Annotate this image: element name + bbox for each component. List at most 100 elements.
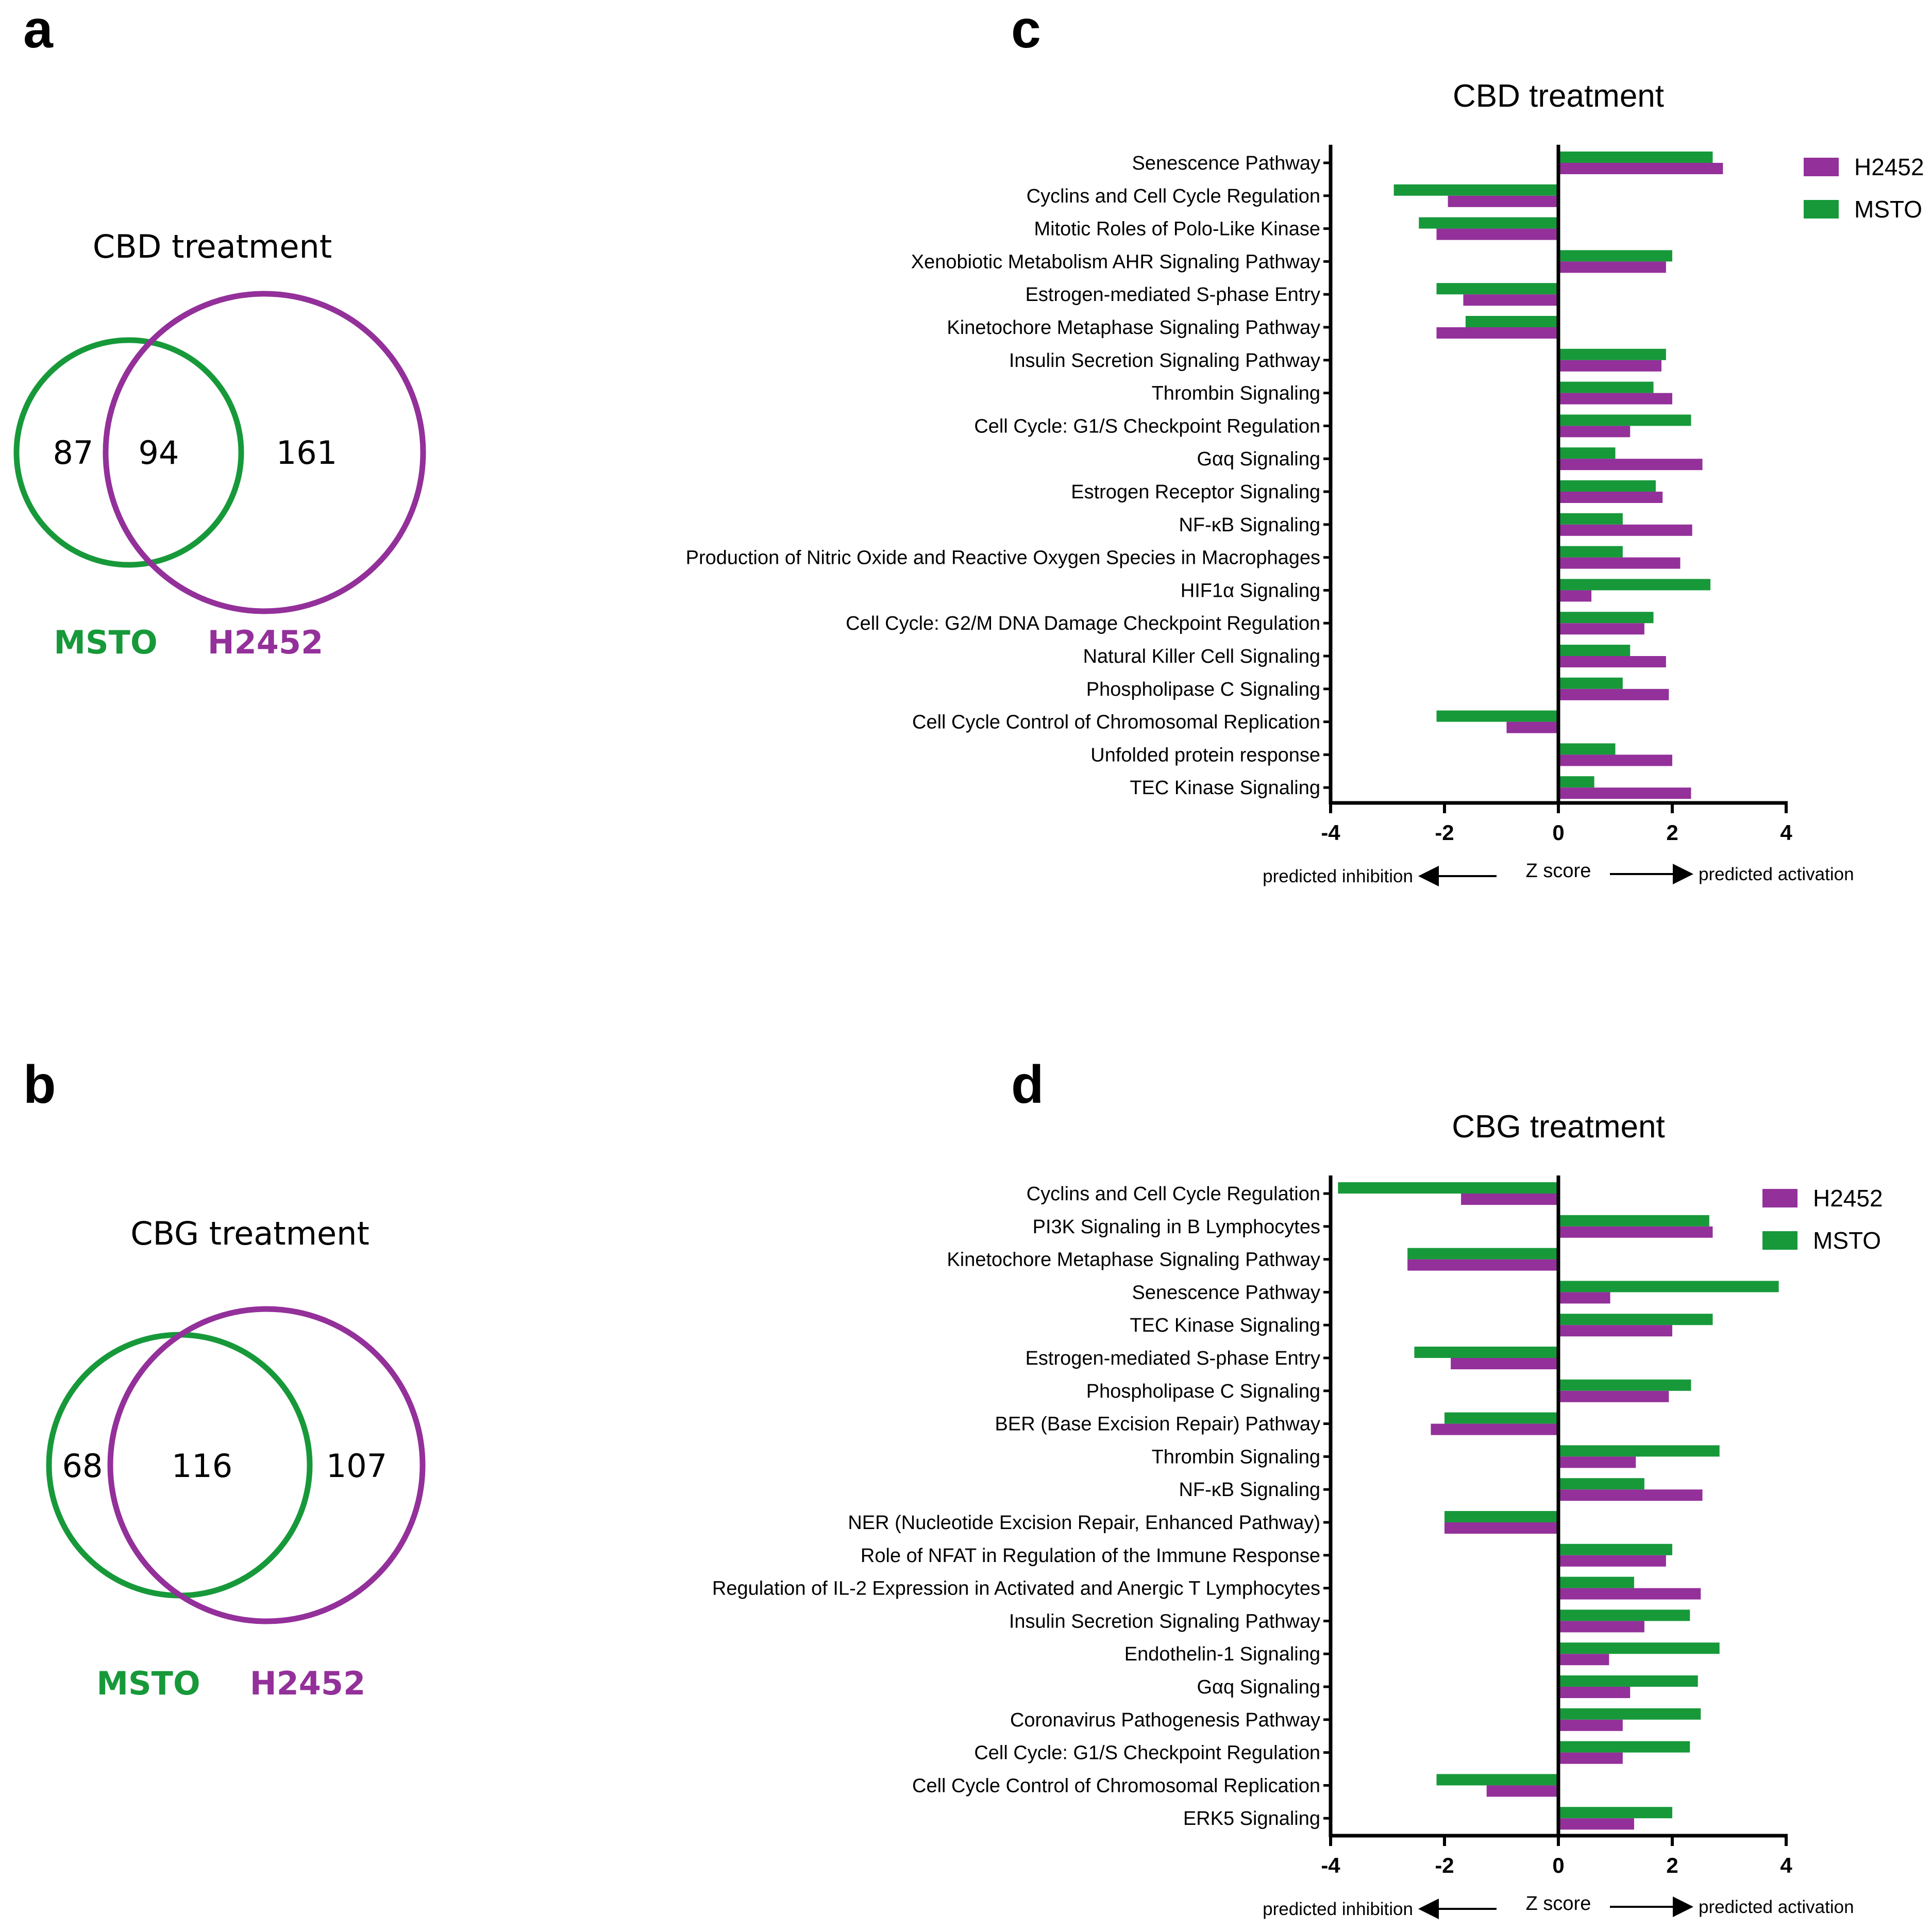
- inhibition-note: predicted inhibition: [1263, 866, 1413, 886]
- category-label: PI3K Signaling in B Lymphocytes: [1033, 1216, 1320, 1238]
- category-label: Mitotic Roles of Polo-Like Kinase: [1034, 219, 1320, 240]
- bar-h2452: [1558, 557, 1681, 569]
- bar-msto: [1558, 513, 1623, 525]
- bar-msto: [1444, 1412, 1558, 1424]
- category-label: Senescence Pathway: [1132, 153, 1320, 174]
- category-label: Endothelin-1 Signaling: [1124, 1643, 1320, 1665]
- bar-h2452: [1486, 1785, 1558, 1797]
- category-label: Cyclins and Cell Cycle Regulation: [1027, 186, 1320, 207]
- bar-msto: [1465, 316, 1558, 327]
- venn-label-h2452: H2452: [250, 1665, 365, 1702]
- bar-h2452: [1444, 1522, 1558, 1534]
- inhibition-note: predicted inhibition: [1263, 1899, 1413, 1919]
- venn-label-msto: MSTO: [96, 1665, 200, 1702]
- bar-h2452: [1436, 327, 1558, 339]
- bar-msto: [1558, 480, 1656, 492]
- legend-label-h2452: H2452: [1813, 1185, 1883, 1212]
- bar-msto: [1558, 1576, 1634, 1588]
- category-label: Production of Nitric Oxide and Reactive …: [686, 547, 1320, 569]
- bar-h2452: [1558, 590, 1592, 602]
- venn-label-msto: MSTO: [54, 624, 157, 661]
- category-label: Thrombin Signaling: [1152, 383, 1320, 405]
- category-label: TEC Kinase Signaling: [1130, 777, 1320, 799]
- bar-msto: [1558, 1708, 1701, 1720]
- category-label: ERK5 Signaling: [1183, 1808, 1320, 1830]
- panel-letter-a: a: [23, 0, 54, 59]
- bar-h2452: [1451, 1358, 1558, 1369]
- category-label: Cell Cycle: G2/M DNA Damage Checkpoint R…: [846, 613, 1320, 634]
- bar-h2452: [1558, 623, 1644, 635]
- bar-msto: [1558, 579, 1711, 591]
- bar-msto: [1436, 283, 1558, 295]
- venn-count-overlap: 116: [172, 1447, 232, 1485]
- bar-msto: [1558, 776, 1594, 788]
- bar-msto: [1436, 710, 1558, 722]
- category-label: Cyclins and Cell Cycle Regulation: [1027, 1183, 1320, 1205]
- legend-swatch-h2452: [1804, 158, 1839, 176]
- bar-h2452: [1558, 1555, 1666, 1567]
- category-label: Estrogen Receptor Signaling: [1071, 481, 1320, 503]
- bar-msto: [1558, 152, 1713, 163]
- x-tick-label: 2: [1666, 820, 1678, 845]
- venn-diagram-cbg: CBG treatment 68 116 107 MSTO H2452: [46, 1215, 426, 1702]
- category-label: Kinetochore Metaphase Signaling Pathway: [947, 317, 1320, 339]
- bar-h2452: [1558, 261, 1666, 273]
- bar-msto: [1558, 1445, 1720, 1457]
- x-axis-title: Z score: [1526, 1893, 1591, 1915]
- bar-msto: [1558, 645, 1631, 656]
- category-label: Xenobiotic Metabolism AHR Signaling Path…: [911, 251, 1320, 273]
- bar-msto: [1436, 1774, 1558, 1786]
- category-label: Cell Cycle Control of Chromosomal Replic…: [912, 1775, 1320, 1797]
- bar-h2452: [1558, 492, 1663, 503]
- bar-h2452: [1558, 689, 1669, 700]
- bar-msto: [1558, 1478, 1644, 1490]
- chart-title: CBD treatment: [1453, 78, 1664, 114]
- bar-h2452: [1558, 1752, 1623, 1764]
- venn-title: CBG treatment: [130, 1215, 369, 1252]
- venn-circle-h2452: [107, 1306, 426, 1624]
- category-label: NF-κB Signaling: [1179, 514, 1320, 536]
- category-label: Senescence Pathway: [1132, 1282, 1320, 1303]
- category-label: Cell Cycle: G1/S Checkpoint Regulation: [974, 1742, 1320, 1764]
- bar-msto: [1558, 1215, 1709, 1227]
- venn-count-overlap: 94: [139, 434, 179, 472]
- bar-msto: [1558, 1379, 1691, 1391]
- bar-msto: [1558, 1543, 1672, 1555]
- bar-h2452: [1506, 721, 1558, 733]
- bar-h2452: [1558, 1687, 1631, 1698]
- bar-chart-cbg: CBG treatment Cyclins and Cell Cycle Regu…: [712, 1109, 1883, 1919]
- activation-note: predicted activation: [1699, 864, 1854, 884]
- bar-h2452: [1558, 1489, 1703, 1501]
- panel-letter-b: b: [23, 1055, 56, 1115]
- bar-msto: [1558, 1807, 1672, 1819]
- bar-msto: [1558, 1314, 1713, 1325]
- category-label: Estrogen-mediated S-phase Entry: [1026, 284, 1320, 306]
- bar-h2452: [1407, 1259, 1558, 1271]
- x-tick-label: 0: [1552, 820, 1564, 845]
- category-label: Thrombin Signaling: [1152, 1446, 1320, 1468]
- category-label: Role of NFAT in Regulation of the Immune…: [861, 1545, 1320, 1567]
- bar-msto: [1393, 184, 1558, 196]
- x-tick-label: -2: [1435, 1853, 1454, 1877]
- bar-msto: [1558, 612, 1654, 624]
- bar-h2452: [1558, 754, 1672, 766]
- bar-h2452: [1558, 787, 1691, 799]
- bar-msto: [1558, 546, 1623, 558]
- venn-circle-h2452: [103, 291, 426, 614]
- bar-chart-cbd: CBD treatment Senescence Pathway Cyclins a…: [686, 78, 1924, 886]
- bar-h2452: [1558, 1818, 1634, 1830]
- bar-msto: [1407, 1248, 1558, 1260]
- panel-letter-d: d: [1011, 1055, 1044, 1115]
- bar-msto: [1558, 414, 1691, 426]
- category-label: Insulin Secretion Signaling Pathway: [1009, 1610, 1320, 1632]
- activation-note: predicted activation: [1699, 1897, 1854, 1917]
- bar-msto: [1558, 743, 1616, 755]
- bar-h2452: [1463, 294, 1558, 306]
- bar-msto: [1558, 677, 1623, 689]
- bar-h2452: [1558, 1621, 1644, 1633]
- category-label: Insulin Secretion Signaling Pathway: [1009, 350, 1320, 372]
- bar-h2452: [1558, 393, 1672, 405]
- category-label: TEC Kinase Signaling: [1130, 1315, 1320, 1336]
- bar-h2452: [1558, 1292, 1610, 1304]
